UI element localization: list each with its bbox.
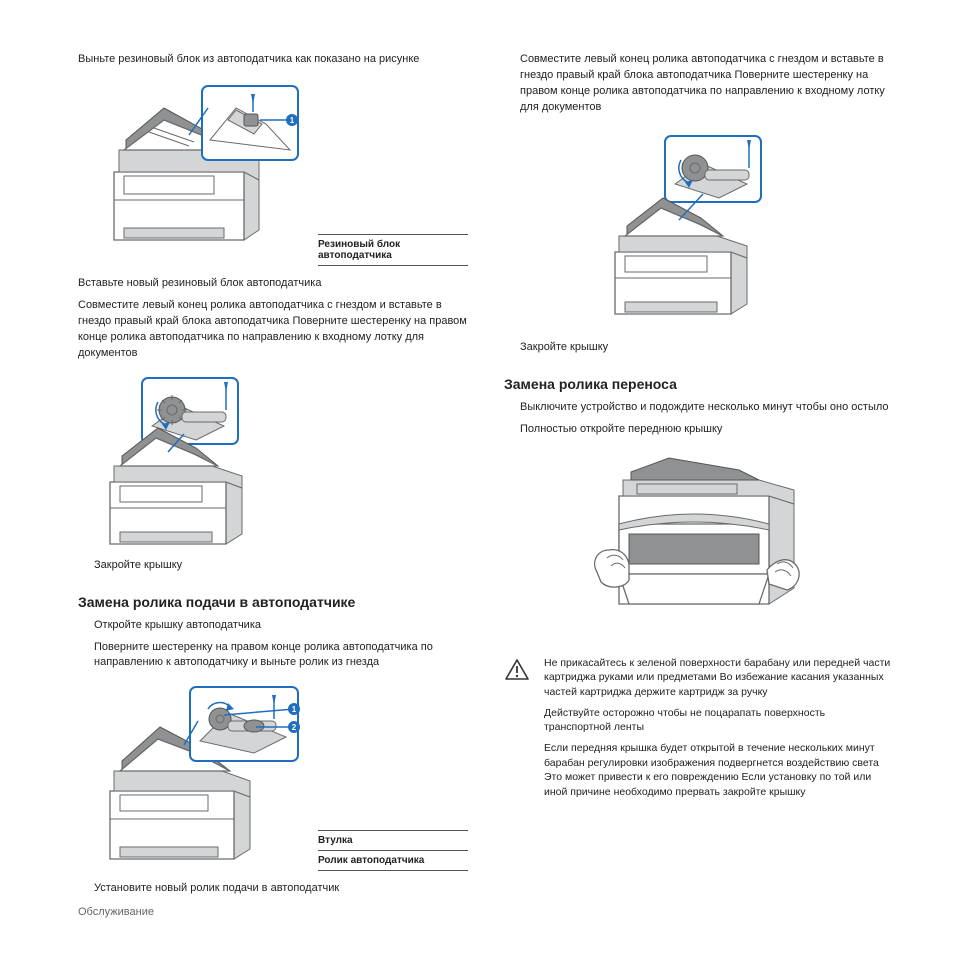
- figure-adf-roller-insert: [94, 374, 468, 554]
- callout-rubber-block: Резиновый блок автоподатчика: [318, 234, 468, 266]
- heading-adf-feed-roller: Замена ролика подачи в автоподатчике: [78, 594, 468, 610]
- left-step3: Выньте резиновый блок из автоподатчика к…: [78, 52, 468, 68]
- page-footer: Обслуживание: [78, 906, 154, 918]
- warn-text-2: Действуйте осторожно чтобы не поцарапать…: [544, 706, 894, 735]
- svg-text:1: 1: [290, 116, 295, 125]
- callout-adf-roller: Ролик автоподатчика: [318, 851, 468, 871]
- warn-text-1: Не прикасайтесь к зеленой поверхности ба…: [544, 656, 894, 700]
- figure-adf-roller-insert-right: [504, 132, 894, 326]
- figure-open-front-cover: [504, 454, 894, 624]
- warning-icon: [504, 658, 530, 682]
- warning-block: Не прикасайтесь к зеленой поверхности ба…: [504, 656, 894, 806]
- heading-transfer-roller: Замена ролика переноса: [504, 376, 894, 392]
- h3-step2: Полностью откройте переднюю крышку: [504, 422, 894, 438]
- left-step5: Совместите левый конец ролика автоподатч…: [78, 298, 468, 362]
- h2-step2: Поверните шестеренку на правом конце рол…: [78, 640, 468, 672]
- right-step4: Закройте крышку: [504, 340, 894, 356]
- h2-step1: Откройте крышку автоподатчика: [78, 618, 468, 634]
- warn-text-3: Если передняя крышка будет открытой в те…: [544, 741, 894, 800]
- figure-adf-feed-remove: 1 2 Втулка Ролик автоподатчика: [94, 683, 468, 871]
- figure-adf-rubber-remove: 1 Резиновый блок автоподатчика: [94, 80, 468, 266]
- svg-text:1: 1: [292, 705, 297, 714]
- right-step-cont: Совместите левый конец ролика автоподатч…: [504, 52, 894, 116]
- h3-step1: Выключите устройство и подождите несколь…: [504, 400, 894, 416]
- h2-step3: Установите новый ролик подачи в автопода…: [78, 881, 468, 897]
- left-step6: Закройте крышку: [78, 558, 468, 574]
- callout-bushing: Втулка: [318, 830, 468, 851]
- left-step4: Вставьте новый резиновый блок автоподатч…: [78, 276, 468, 292]
- svg-text:2: 2: [292, 723, 297, 732]
